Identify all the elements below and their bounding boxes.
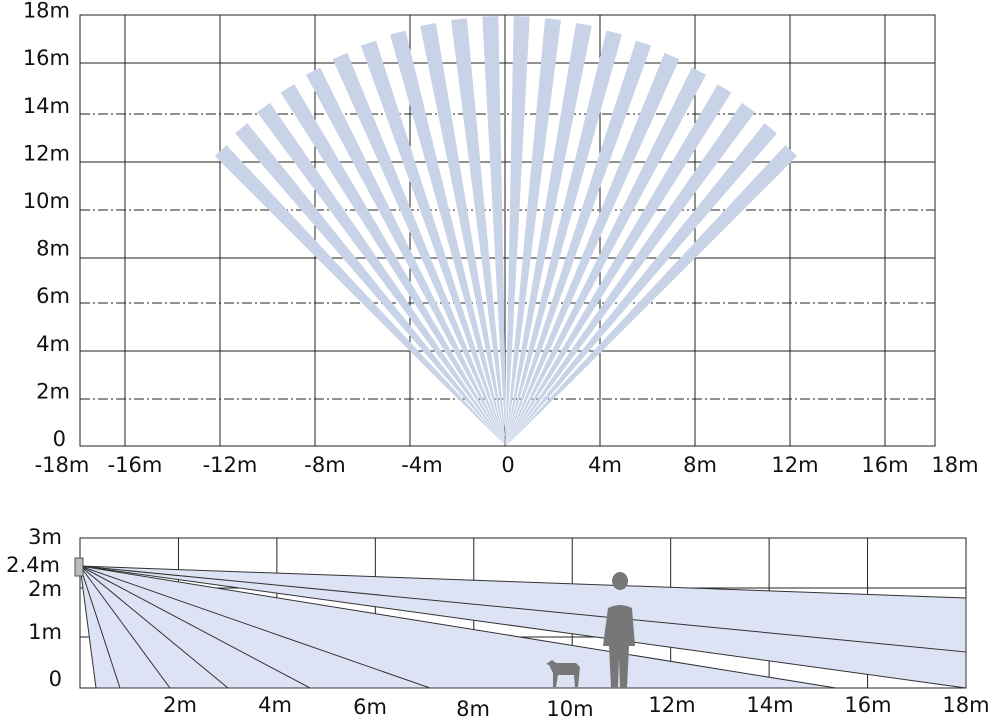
y-label: 6m: [36, 284, 70, 308]
y-label: 10m: [23, 189, 70, 213]
y-label: 18m: [23, 0, 70, 23]
beam: [305, 67, 506, 446]
x-label: 8m: [456, 697, 490, 720]
y-label: 4m: [36, 332, 70, 356]
person: [603, 572, 635, 688]
y-label: 2.4m: [6, 553, 60, 577]
beam: [420, 23, 506, 447]
y-label: 0: [53, 427, 66, 451]
beam: [506, 18, 561, 446]
beam: [506, 123, 777, 446]
beam: [506, 23, 592, 447]
y-label: 12m: [23, 141, 70, 165]
beam: [79, 565, 967, 653]
beam: [506, 30, 622, 447]
x-label: 4m: [588, 453, 622, 477]
x-label: 8m: [683, 453, 717, 477]
x-label: 10m: [546, 697, 593, 720]
beam: [482, 16, 506, 446]
beam: [506, 84, 732, 446]
x-label: 16m: [844, 693, 891, 717]
beam: [506, 52, 680, 447]
beam: [256, 102, 506, 446]
beam: [332, 52, 506, 447]
sensor: [74, 557, 84, 577]
x-label: -8m: [304, 453, 345, 477]
y-label: 3m: [28, 525, 62, 549]
beam: [79, 565, 837, 689]
beam: [235, 123, 507, 446]
x-label: 0: [501, 453, 514, 477]
x-label: -12m: [203, 453, 258, 477]
y-label: 2m: [36, 379, 70, 403]
beam: [451, 18, 506, 446]
x-label: 12m: [771, 453, 818, 477]
beam: [506, 145, 798, 446]
x-label: -16m: [108, 453, 163, 477]
x-label: -4m: [401, 453, 442, 477]
beam: [214, 145, 506, 446]
beam: [280, 84, 506, 446]
x-label: 18m: [942, 693, 989, 717]
y-label: 0: [49, 667, 62, 691]
beam: [506, 67, 707, 446]
beam: [506, 102, 756, 446]
y-label: 14m: [23, 94, 70, 118]
dog: [546, 660, 580, 687]
y-label: 8m: [36, 237, 70, 261]
x-label: 6m: [353, 695, 387, 719]
x-label: 18m: [931, 453, 978, 477]
plot-frame: [79, 14, 936, 447]
beam: [506, 40, 652, 447]
y-label: 2m: [28, 577, 62, 601]
x-label: 16m: [861, 453, 908, 477]
beam: [390, 30, 506, 447]
y-label: 16m: [23, 46, 70, 70]
y-label: 1m: [28, 620, 62, 644]
x-label: 14m: [746, 693, 793, 717]
top-view: 0 2m 4m 6m 8m 10m 12m 14m 16m 18m -18m -16m -12m -8m -…: [23, 0, 979, 477]
x-label: 12m: [648, 693, 695, 717]
x-label: 2m: [163, 693, 197, 717]
x-label: -18m: [35, 453, 90, 477]
beam: [360, 40, 506, 447]
beam: [506, 16, 530, 446]
x-label: 4m: [258, 693, 292, 717]
